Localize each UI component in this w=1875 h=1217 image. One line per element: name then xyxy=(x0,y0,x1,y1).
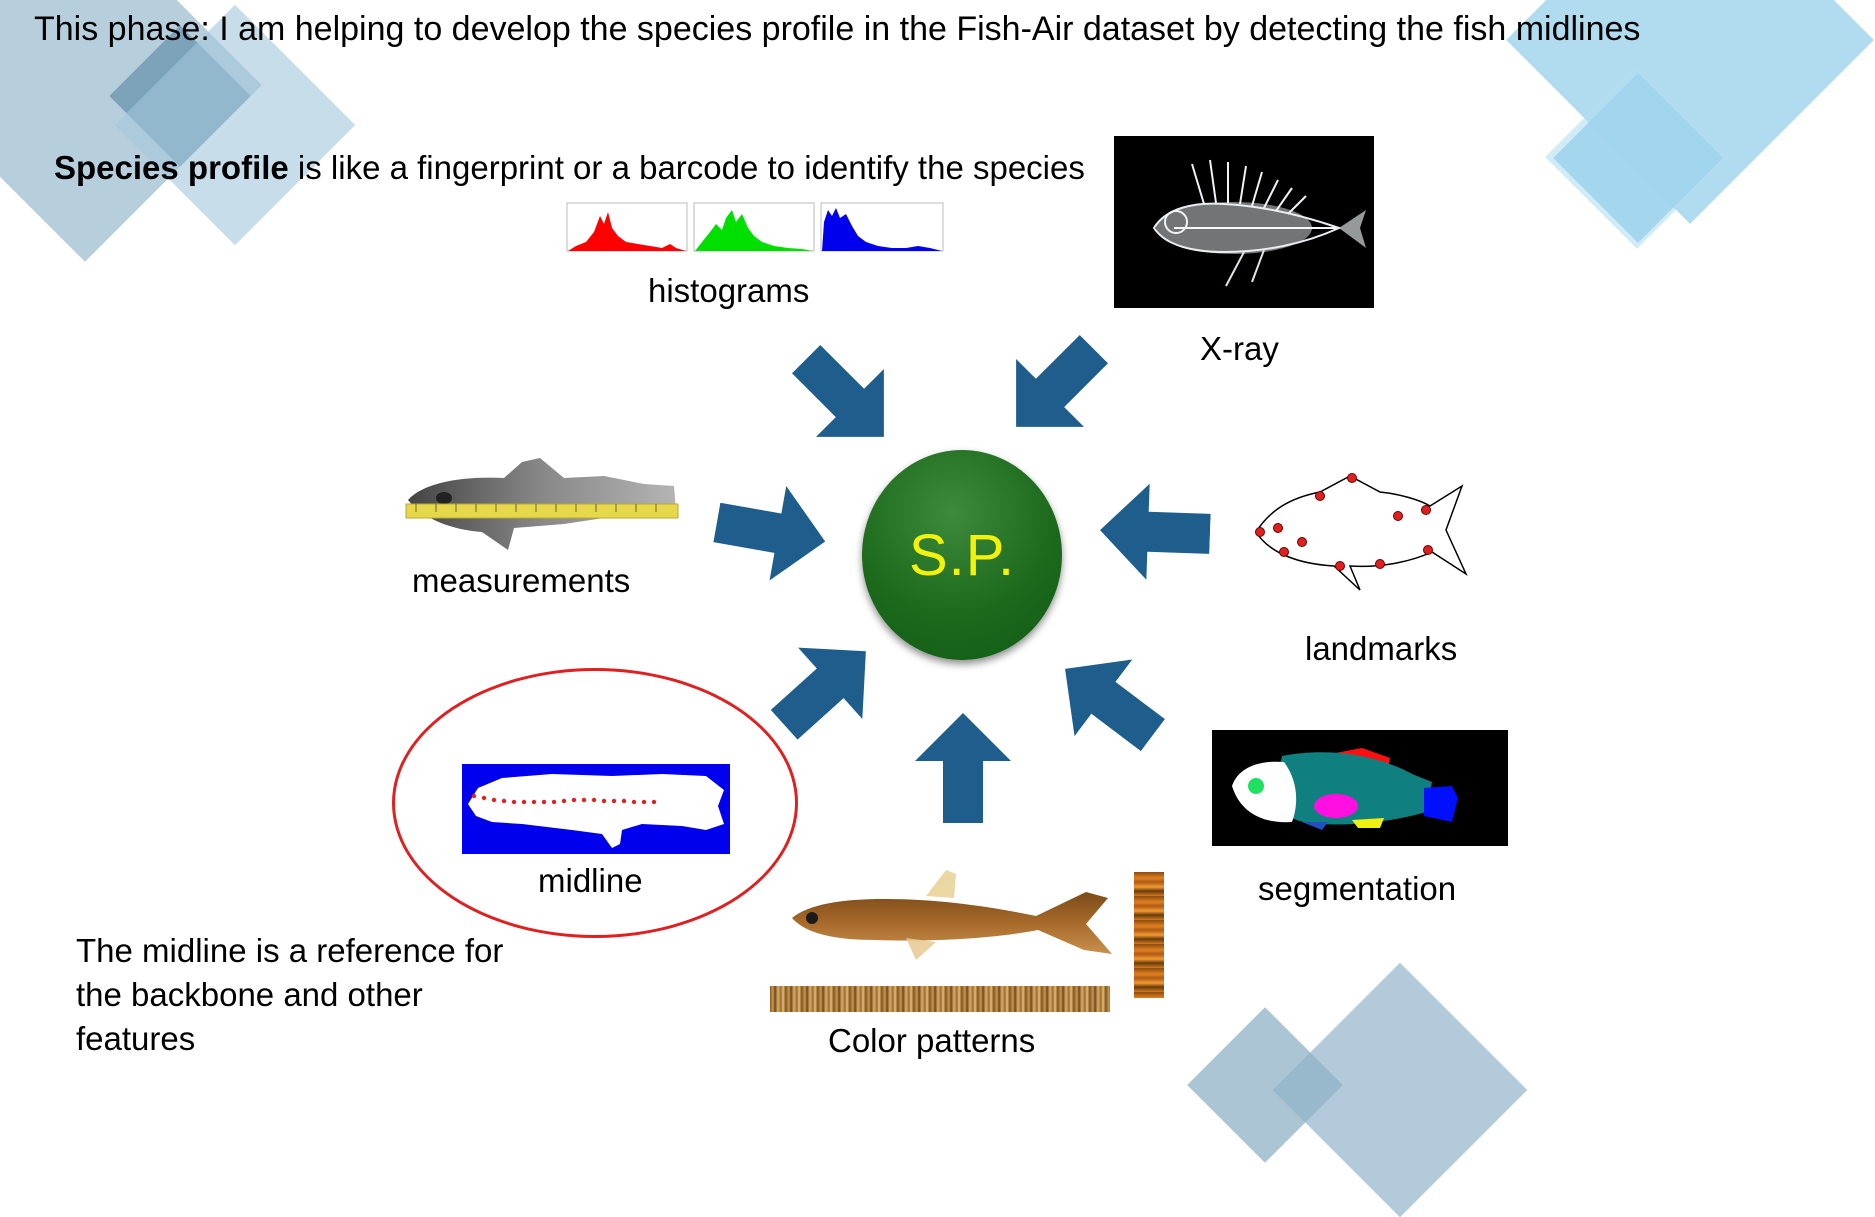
arrow-from-landmarks xyxy=(1098,482,1211,582)
landmarks-label: landmarks xyxy=(1305,630,1458,667)
segmentation-label: segmentation xyxy=(1258,870,1457,907)
arrow-from-xray xyxy=(982,315,1128,461)
midline-note: The midline is a reference for the backb… xyxy=(76,932,504,1057)
species-profile-description: Species profile is like a fingerprint or… xyxy=(54,146,1085,190)
histogram-blue xyxy=(822,208,942,251)
midline-image xyxy=(462,764,730,854)
histograms-image xyxy=(566,202,946,252)
xray-image xyxy=(1114,136,1374,308)
arrow-from-segmentation xyxy=(1036,631,1182,774)
landmarks-image xyxy=(1250,470,1470,594)
arrow-from-measurements xyxy=(709,475,834,589)
arrow-from-histograms xyxy=(772,325,918,471)
midline-label: midline xyxy=(538,862,643,899)
page-title: This phase: I am helping to develop the … xyxy=(34,10,1641,48)
species-profile-definition: is like a fingerprint or a barcode to id… xyxy=(288,149,1085,186)
decor-diamond-bottom-small xyxy=(1187,1007,1343,1163)
color-patterns-fish-image xyxy=(786,868,1118,968)
segmentation-image xyxy=(1212,730,1508,846)
xray-label: X-ray xyxy=(1200,330,1279,367)
color-patterns-label: Color patterns xyxy=(828,1022,1036,1059)
arrow-from-midline xyxy=(752,616,898,761)
histograms-label: histograms xyxy=(648,272,810,309)
color-pattern-barcode-vertical xyxy=(1134,872,1164,998)
arrow-from-color-patterns xyxy=(915,713,1011,823)
species-profile-circle-label: S.P. xyxy=(908,522,1016,588)
measurements-image xyxy=(404,448,680,560)
species-profile-circle: S.P. xyxy=(862,450,1062,660)
midline-highlight-ring xyxy=(392,668,798,938)
histogram-green xyxy=(695,210,813,251)
species-profile-term: Species profile xyxy=(54,149,289,186)
histogram-red xyxy=(568,212,686,251)
measurements-label: measurements xyxy=(412,562,631,599)
color-pattern-barcode-horizontal xyxy=(770,986,1110,1012)
